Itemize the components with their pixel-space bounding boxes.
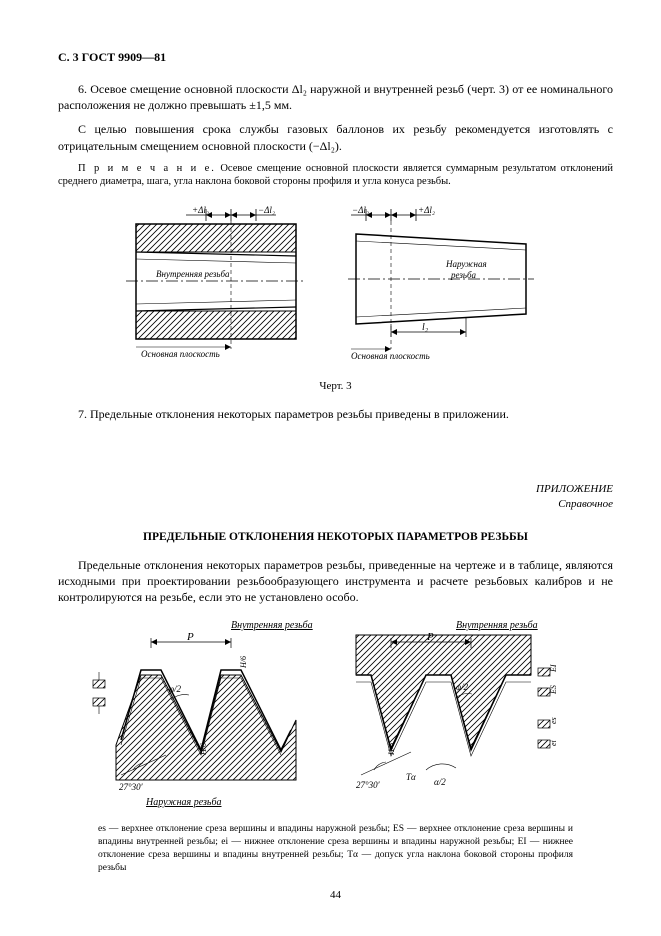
fig4-right-angle: 27°30′ <box>356 780 381 790</box>
paragraph-6b: С целью повышения срока службы газовых б… <box>58 121 613 153</box>
fig4-right-inner-label: Внутренняя резьба <box>456 620 538 631</box>
fig3-right-dl-minus: −Δl₂ <box>352 205 369 215</box>
figure-3-caption: Черт. 3 <box>58 380 613 392</box>
figure-4: Внутренняя резьба P φ/2 <box>58 615 613 815</box>
fig4-left-P: P <box>186 631 194 643</box>
appendix-para: Предельные отклонения некоторых параметр… <box>58 557 613 606</box>
page-number: 44 <box>58 889 613 901</box>
appendix-heading: ПРИЛОЖЕНИЕ Справочное <box>58 482 613 511</box>
fig4-left-H6-top: H/6 <box>239 656 248 669</box>
appendix-sub: Справочное <box>58 497 613 511</box>
fig4-left-angle: 27°30′ <box>119 782 144 792</box>
fig3-outer-thread-label-2: резьба <box>450 270 477 280</box>
fig3-right-dl-plus: +Δl₂ <box>418 205 435 215</box>
fig4-right-ES: ES <box>549 685 558 695</box>
note-label: П р и м е ч а н и е. <box>78 163 216 174</box>
fig4-left-outer-label: Наружная резьба <box>145 797 221 808</box>
fig3-left-baseplane: Основная плоскость <box>141 349 220 359</box>
fig4-right-es: es <box>549 718 558 725</box>
paragraph-6: 6. Осевое смещение основной плоскости Δl… <box>58 81 613 113</box>
paragraph-7: 7. Предельные отклонения некоторых парам… <box>58 406 613 422</box>
fig4-right-H6: H/6 <box>387 743 396 756</box>
fig4-left-H6-bot: H/6 <box>199 743 208 756</box>
section-title: ПРЕДЕЛЬНЫЕ ОТКЛОНЕНИЯ НЕКОТОРЫХ ПАРАМЕТР… <box>58 531 613 543</box>
fig4-right-ei: ei <box>549 741 558 747</box>
fig3-outer-thread-label-1: Наружная <box>445 259 487 269</box>
fig4-left-inner-label: Внутренняя резьба <box>231 620 313 631</box>
figure-4-legend: еs — верхнее отклонение среза вершины и … <box>98 823 573 874</box>
appendix-title: ПРИЛОЖЕНИЕ <box>58 482 613 496</box>
fig3-l2-label: l₂ <box>422 322 429 333</box>
page-header: С. 3 ГОСТ 9909—81 <box>58 50 613 65</box>
fig4-right-phi2: φ/2 <box>456 682 468 692</box>
fig4-right-EI: EI <box>549 664 558 673</box>
page: С. 3 ГОСТ 9909—81 6. Осевое смещение осн… <box>0 0 661 931</box>
fig4-right-alpha2: α/2 <box>434 777 446 787</box>
fig3-left-dl-plus: +Δl₂ <box>192 205 209 215</box>
figure-3: +Δl₂ −Δl₂ Внутренняя резьба <box>58 199 613 374</box>
fig4-right-Talpha: Tα <box>406 772 416 782</box>
fig3-left-dl-minus: −Δl₂ <box>258 205 275 215</box>
fig3-right-baseplane: Основная плоскость <box>351 351 430 361</box>
fig3-inner-thread-label: Внутренняя резьба <box>156 269 230 279</box>
fig4-left-phi2: φ/2 <box>169 684 181 694</box>
note: П р и м е ч а н и е. Осевое смещение осн… <box>58 162 613 189</box>
